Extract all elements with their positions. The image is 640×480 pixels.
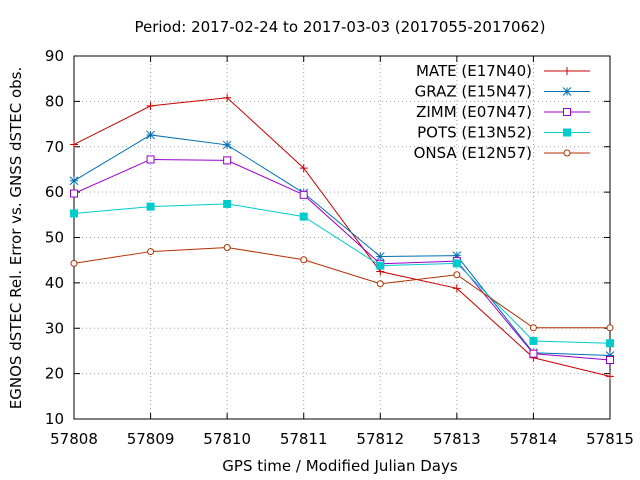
data-point-mate bbox=[223, 93, 232, 102]
data-point-onsa bbox=[223, 243, 231, 251]
x-tick-label: 57814 bbox=[510, 430, 558, 448]
series-group bbox=[69, 93, 615, 381]
data-point-graz bbox=[146, 130, 155, 140]
legend-label-mate: MATE (E17N40) bbox=[416, 62, 532, 80]
y-tick-label: 70 bbox=[45, 138, 64, 156]
legend-label-pots: POTS (E13N52) bbox=[417, 124, 532, 142]
y-tick-label: 90 bbox=[45, 47, 64, 65]
data-point-graz bbox=[222, 140, 232, 150]
legend-marker-pots bbox=[563, 128, 571, 137]
grid bbox=[74, 56, 610, 419]
data-point-onsa bbox=[529, 324, 537, 332]
y-tick-label: 60 bbox=[45, 183, 64, 201]
legend-label-graz: GRAZ (E15N47) bbox=[415, 83, 532, 101]
data-point-zimm bbox=[223, 156, 232, 165]
x-tick-label: 57811 bbox=[280, 430, 328, 448]
y-tick-label: 50 bbox=[45, 229, 64, 247]
data-point-zimm bbox=[146, 155, 155, 164]
data-point-onsa bbox=[300, 256, 308, 264]
data-point-mate bbox=[146, 101, 155, 110]
data-point-pots bbox=[146, 202, 155, 211]
data-point-zimm bbox=[70, 189, 78, 198]
x-tick-label: 57808 bbox=[50, 430, 98, 448]
x-tick-label: 57809 bbox=[127, 430, 175, 448]
series-line-graz bbox=[73, 134, 611, 356]
series-mate bbox=[70, 93, 614, 381]
y-tick-label: 40 bbox=[45, 274, 64, 292]
series-line-mate bbox=[73, 97, 611, 377]
legend: MATE (E17N40) GRAZ (E15N47) ZIMM (E07N47) P… bbox=[414, 62, 590, 162]
data-point-graz bbox=[452, 251, 462, 261]
data-point-graz bbox=[605, 351, 615, 360]
data-point-pots bbox=[299, 212, 308, 221]
data-point-zimm bbox=[529, 349, 538, 358]
data-point-graz bbox=[69, 176, 79, 186]
series-pots bbox=[70, 199, 614, 348]
data-point-onsa bbox=[70, 259, 78, 267]
legend-label-onsa: ONSA (E12N57) bbox=[414, 144, 532, 162]
x-tick-label: 57810 bbox=[203, 430, 251, 448]
chart-title: Period: 2017-02-24 to 2017-03-03 (201705… bbox=[134, 18, 545, 36]
legend-marker-mate bbox=[563, 67, 571, 75]
legend-marker-zimm bbox=[563, 108, 571, 116]
data-point-onsa bbox=[376, 280, 384, 288]
series-onsa bbox=[70, 243, 614, 332]
y-axis-label: EGNOS dSTEC Rel. Error vs. GNSS dSTEC ob… bbox=[7, 67, 25, 409]
data-point-mate bbox=[606, 372, 614, 381]
y-tick-label: 20 bbox=[45, 365, 64, 383]
x-axis-label: GPS time / Modified Julian Days bbox=[222, 457, 458, 475]
y-tick-label: 80 bbox=[45, 92, 64, 110]
series-line-zimm bbox=[73, 158, 611, 361]
data-point-onsa bbox=[453, 271, 461, 279]
series-line-pots bbox=[73, 203, 611, 344]
legend-label-zimm: ZIMM (E07N47) bbox=[416, 103, 532, 121]
y-tick-label: 30 bbox=[45, 319, 64, 337]
data-point-mate bbox=[452, 284, 461, 293]
data-point-pots bbox=[529, 336, 538, 345]
legend-marker-onsa bbox=[563, 149, 571, 157]
data-point-zimm bbox=[606, 356, 614, 365]
data-point-onsa bbox=[606, 324, 614, 332]
legend-marker-graz bbox=[562, 87, 572, 96]
data-point-zimm bbox=[299, 190, 308, 199]
data-point-mate bbox=[70, 140, 78, 149]
data-point-pots bbox=[452, 259, 461, 268]
data-point-pots bbox=[70, 209, 78, 218]
x-tick-label: 57815 bbox=[586, 430, 634, 448]
data-point-pots bbox=[223, 199, 232, 208]
data-point-onsa bbox=[147, 248, 155, 256]
data-point-mate bbox=[299, 164, 308, 173]
data-point-pots bbox=[376, 261, 385, 270]
data-point-graz bbox=[375, 252, 385, 261]
y-tick-label: 10 bbox=[45, 410, 64, 428]
axis-ticks: 57808 57809 57810 57811 57812 57813 57814 57815… bbox=[45, 47, 634, 448]
series-line-onsa bbox=[73, 246, 610, 329]
data-point-pots bbox=[606, 339, 614, 348]
x-tick-label: 57812 bbox=[356, 430, 404, 448]
x-tick-label: 57813 bbox=[433, 430, 481, 448]
